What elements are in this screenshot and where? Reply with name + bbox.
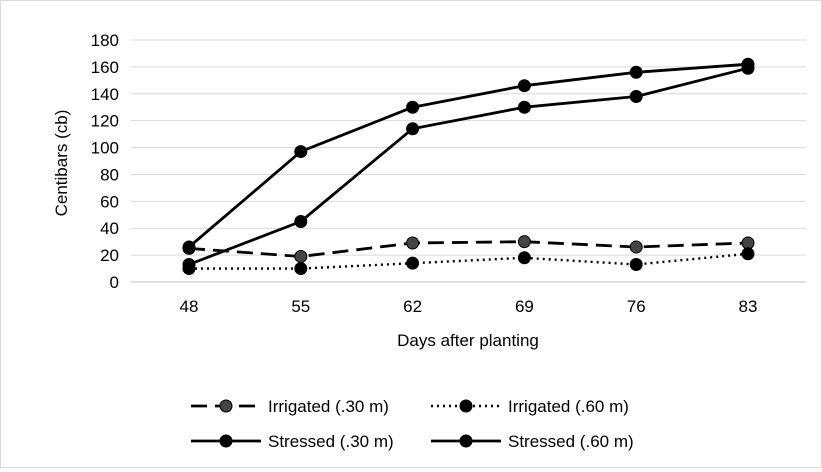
data-point [629, 258, 643, 272]
legend-item-4: Stressed (.60 m) [431, 432, 634, 451]
legend-item-3: Stressed (.30 m) [191, 432, 394, 451]
legend-label: Irrigated (.30 m) [268, 397, 389, 416]
legend-swatch-marker [459, 399, 473, 413]
legend-label: Stressed (.30 m) [268, 432, 394, 451]
x-tick-label: 83 [739, 297, 758, 316]
data-point [629, 65, 643, 79]
y-axis-label: Centibars (cb) [52, 110, 71, 217]
y-tick-label: 0 [110, 273, 119, 292]
data-point [294, 145, 308, 159]
y-tick-label: 100 [91, 139, 119, 158]
x-tick-label: 55 [291, 297, 310, 316]
legend-item-2: Irrigated (.60 m) [431, 397, 629, 416]
legend-item-1: Irrigated (.30 m) [191, 397, 389, 416]
data-point [406, 100, 420, 114]
data-point [294, 215, 308, 228]
data-point [406, 122, 420, 136]
legend-swatch-marker [219, 399, 233, 413]
x-tick-label: 62 [403, 297, 422, 316]
data-point [741, 236, 755, 250]
data-point [741, 247, 755, 261]
data-point [182, 240, 196, 254]
data-point [517, 79, 531, 93]
y-tick-label: 20 [100, 246, 119, 265]
y-tick-label: 60 [100, 192, 119, 211]
x-tick-label: 48 [180, 297, 199, 316]
x-axis-label: Days after planting [397, 331, 539, 350]
series-line-1 [188, 240, 749, 258]
y-tick-label: 80 [100, 165, 119, 184]
data-point [629, 240, 643, 254]
y-tick-label: 140 [91, 85, 119, 104]
y-tick-label: 180 [91, 31, 119, 50]
data-point [629, 89, 643, 103]
data-point [406, 236, 420, 250]
data-point [406, 256, 420, 270]
x-tick-labels: 48 55 62 69 76 83 [180, 297, 758, 316]
series-lines [188, 62, 749, 270]
data-point [182, 258, 196, 272]
series-line-2 [189, 252, 749, 270]
data-point [294, 262, 308, 276]
series-line-3 [188, 66, 749, 266]
legend-swatch-marker [459, 434, 473, 448]
legend-swatch-marker [219, 434, 233, 448]
y-tick-label: 40 [100, 219, 119, 238]
data-point [517, 235, 531, 249]
data-point [517, 251, 531, 265]
legend: Irrigated (.30 m) Irrigated (.60 m) Stress… [191, 397, 634, 451]
x-tick-label: 76 [627, 297, 646, 316]
data-point [741, 57, 755, 71]
legend-label: Stressed (.60 m) [508, 432, 634, 451]
y-tick-labels: 0 20 40 60 80 100 120 140 160 180 [91, 31, 119, 292]
series-markers [182, 57, 755, 276]
y-tick-label: 120 [91, 112, 119, 131]
legend-label: Irrigated (.60 m) [508, 397, 629, 416]
data-point [294, 249, 308, 263]
data-point [517, 100, 531, 114]
series-line-4 [188, 62, 749, 249]
y-tick-label: 160 [91, 58, 119, 77]
x-tick-label: 69 [515, 297, 534, 316]
